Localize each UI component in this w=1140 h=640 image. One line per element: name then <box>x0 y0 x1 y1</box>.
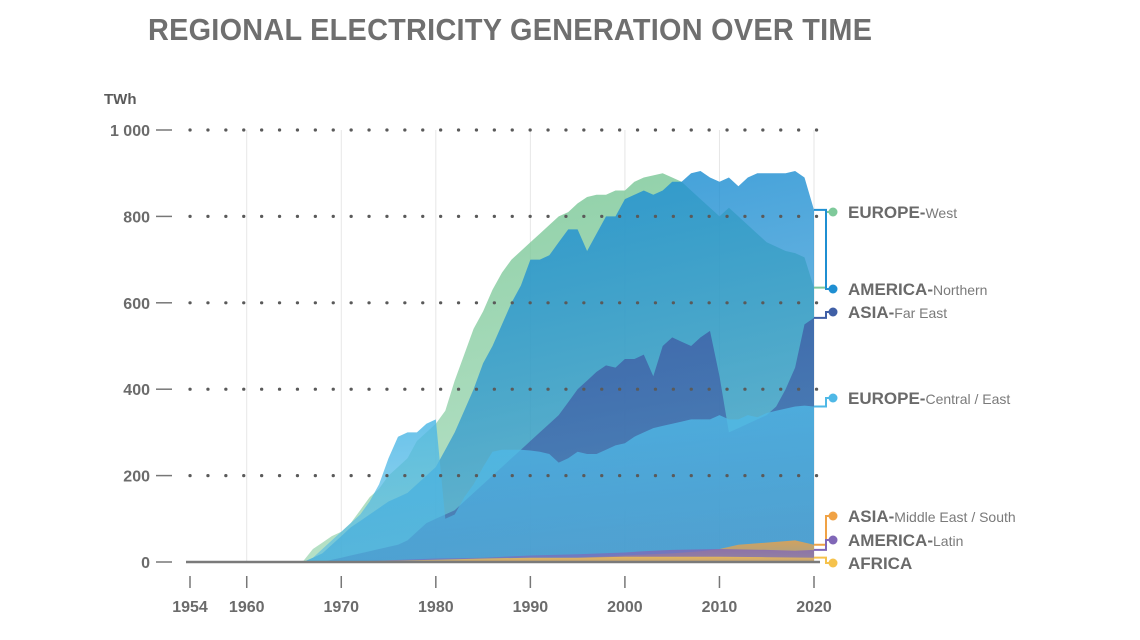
x-tick-label: 2000 <box>607 599 643 616</box>
series-label-sub: West <box>925 205 957 221</box>
series-marker <box>828 558 838 568</box>
x-tick-label: 1990 <box>513 599 549 616</box>
series-label-main: EUROPE- <box>848 203 925 222</box>
x-tick-label: 2020 <box>796 599 832 616</box>
series-label: AMERICA-Latin <box>848 531 963 550</box>
series-label: EUROPE-West <box>848 203 957 222</box>
y-axis-label: TWh <box>104 91 136 108</box>
series-label-sub: Latin <box>933 533 963 549</box>
y-tick-label: 200 <box>123 469 150 486</box>
area-series-3 <box>190 405 814 562</box>
series-label: ASIA-Middle East / South <box>848 507 1016 526</box>
series-label: AFRICA <box>848 554 912 573</box>
chart-title: REGIONAL ELECTRICITY GENERATION OVER TIM… <box>148 12 873 47</box>
series-connector <box>814 208 833 290</box>
series-label-sub: Central / East <box>925 391 1010 407</box>
y-tick-label: 1 000 <box>110 123 150 140</box>
series-label-sub: Northern <box>933 282 987 298</box>
series-label: AMERICA-Northern <box>848 280 987 299</box>
series-label-main: ASIA- <box>848 303 894 322</box>
series-marker <box>828 511 838 521</box>
series-marker <box>828 307 838 317</box>
y-tick-label: 600 <box>123 296 150 313</box>
series-connector <box>814 211 833 289</box>
x-tick-label: 2010 <box>702 599 738 616</box>
area-series-6 <box>190 556 814 562</box>
x-tick-label: 1980 <box>418 599 454 616</box>
series-marker <box>828 284 838 294</box>
series-label-main: EUROPE- <box>848 389 925 408</box>
y-tick-label: 400 <box>123 382 150 399</box>
series-label-main: ASIA- <box>848 507 894 526</box>
series-label-main: AMERICA- <box>848 531 933 550</box>
series-label: EUROPE-Central / East <box>848 389 1010 408</box>
series-marker <box>828 207 838 217</box>
series-label-main: AMERICA- <box>848 280 933 299</box>
x-tick-label: 1954 <box>172 599 208 616</box>
y-tick-label: 0 <box>141 555 150 572</box>
series-marker <box>828 393 838 403</box>
series-marker <box>828 535 838 545</box>
x-tick-label: 1960 <box>229 599 265 616</box>
series-label-main: AFRICA <box>848 554 912 573</box>
series-label-sub: Far East <box>894 305 947 321</box>
y-tick-label: 800 <box>123 209 150 226</box>
series-label: ASIA-Far East <box>848 303 947 322</box>
x-tick-label: 1970 <box>323 599 359 616</box>
series-label-sub: Middle East / South <box>894 509 1015 525</box>
